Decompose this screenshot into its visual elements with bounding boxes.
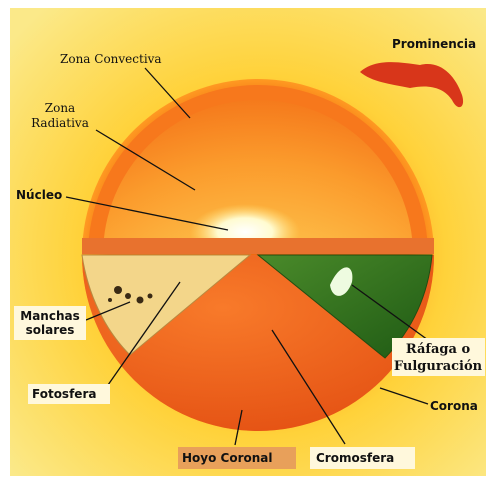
label: Hoyo Coronal xyxy=(182,451,273,465)
sun-diagram: Prominencia Zona Convectiva ZonaRadiativ… xyxy=(0,0,488,479)
label-text: Zona xyxy=(45,101,75,115)
label-text: solares xyxy=(26,323,75,337)
label: Prominencia xyxy=(392,37,476,51)
label-text: Zona Convectiva xyxy=(60,52,162,66)
label-text: Radiativa xyxy=(31,116,89,130)
label-text: Corona xyxy=(430,399,478,413)
label-text: Ráfaga o xyxy=(406,342,471,357)
label: Núcleo xyxy=(16,188,62,202)
label: Zona Convectiva xyxy=(60,52,162,66)
label-text: Fulguración xyxy=(394,359,483,374)
label-text: Hoyo Coronal xyxy=(182,451,273,465)
label-text: Núcleo xyxy=(16,188,62,202)
label-text: Prominencia xyxy=(392,37,476,51)
label: Corona xyxy=(430,399,478,413)
label-text: Cromosfera xyxy=(316,451,394,465)
band xyxy=(82,238,434,254)
label: Cromosfera xyxy=(316,451,394,465)
label: Fotosfera xyxy=(32,387,96,401)
label-text: Manchas xyxy=(20,309,79,323)
label-text: Fotosfera xyxy=(32,387,96,401)
